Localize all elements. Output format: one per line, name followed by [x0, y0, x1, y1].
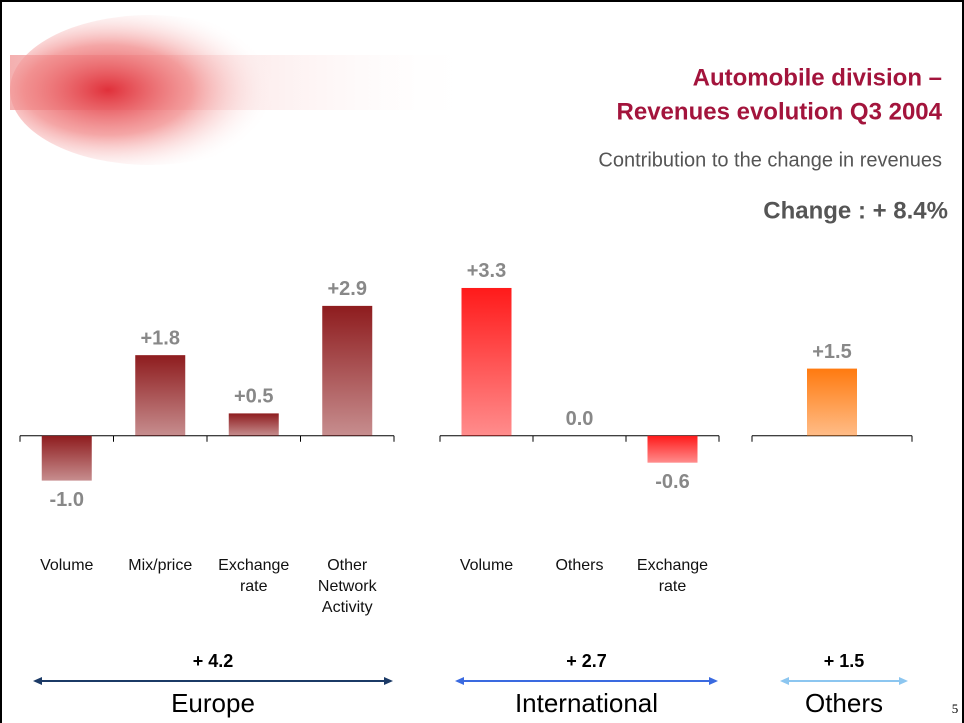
- page-number: 5: [952, 701, 959, 716]
- category-label: Volume: [459, 557, 514, 574]
- bar: [807, 368, 857, 436]
- category-label: Mix/price: [128, 557, 193, 574]
- group-name: International: [515, 688, 658, 718]
- change: Change : + 8.4%: [763, 197, 948, 224]
- value-label: +1.5: [812, 341, 851, 363]
- value-label: -0.6: [655, 471, 689, 493]
- bar: [461, 287, 512, 436]
- category-label: Others: [555, 557, 604, 574]
- group-total: + 2.7: [566, 651, 607, 671]
- bar: [135, 355, 186, 436]
- bar: [647, 435, 698, 463]
- group-name: Europe: [171, 688, 255, 718]
- group-total: + 4.2: [193, 651, 234, 671]
- bar: [41, 435, 92, 481]
- group-name: Others: [805, 688, 883, 718]
- value-label: -1.0: [50, 489, 84, 511]
- value-label: +1.8: [141, 327, 180, 349]
- category-label: Exchange rate: [636, 557, 709, 595]
- car-image: [10, 15, 290, 165]
- value-label: +0.5: [234, 386, 273, 408]
- value-label: +3.3: [467, 260, 506, 282]
- value-label: +2.9: [328, 278, 367, 300]
- title: Revenues evolution Q3 2004: [617, 98, 943, 125]
- bar: [228, 413, 279, 436]
- category-label: Volume: [40, 557, 94, 574]
- subtitle: Contribution to the change in revenues: [598, 149, 942, 171]
- group-total: + 1.5: [824, 651, 865, 671]
- category-label: Other Network Activity: [317, 557, 377, 616]
- category-label: Exchange rate: [218, 557, 290, 595]
- value-label: 0.0: [566, 408, 594, 430]
- bar: [322, 305, 373, 436]
- title: Automobile division –: [693, 64, 942, 91]
